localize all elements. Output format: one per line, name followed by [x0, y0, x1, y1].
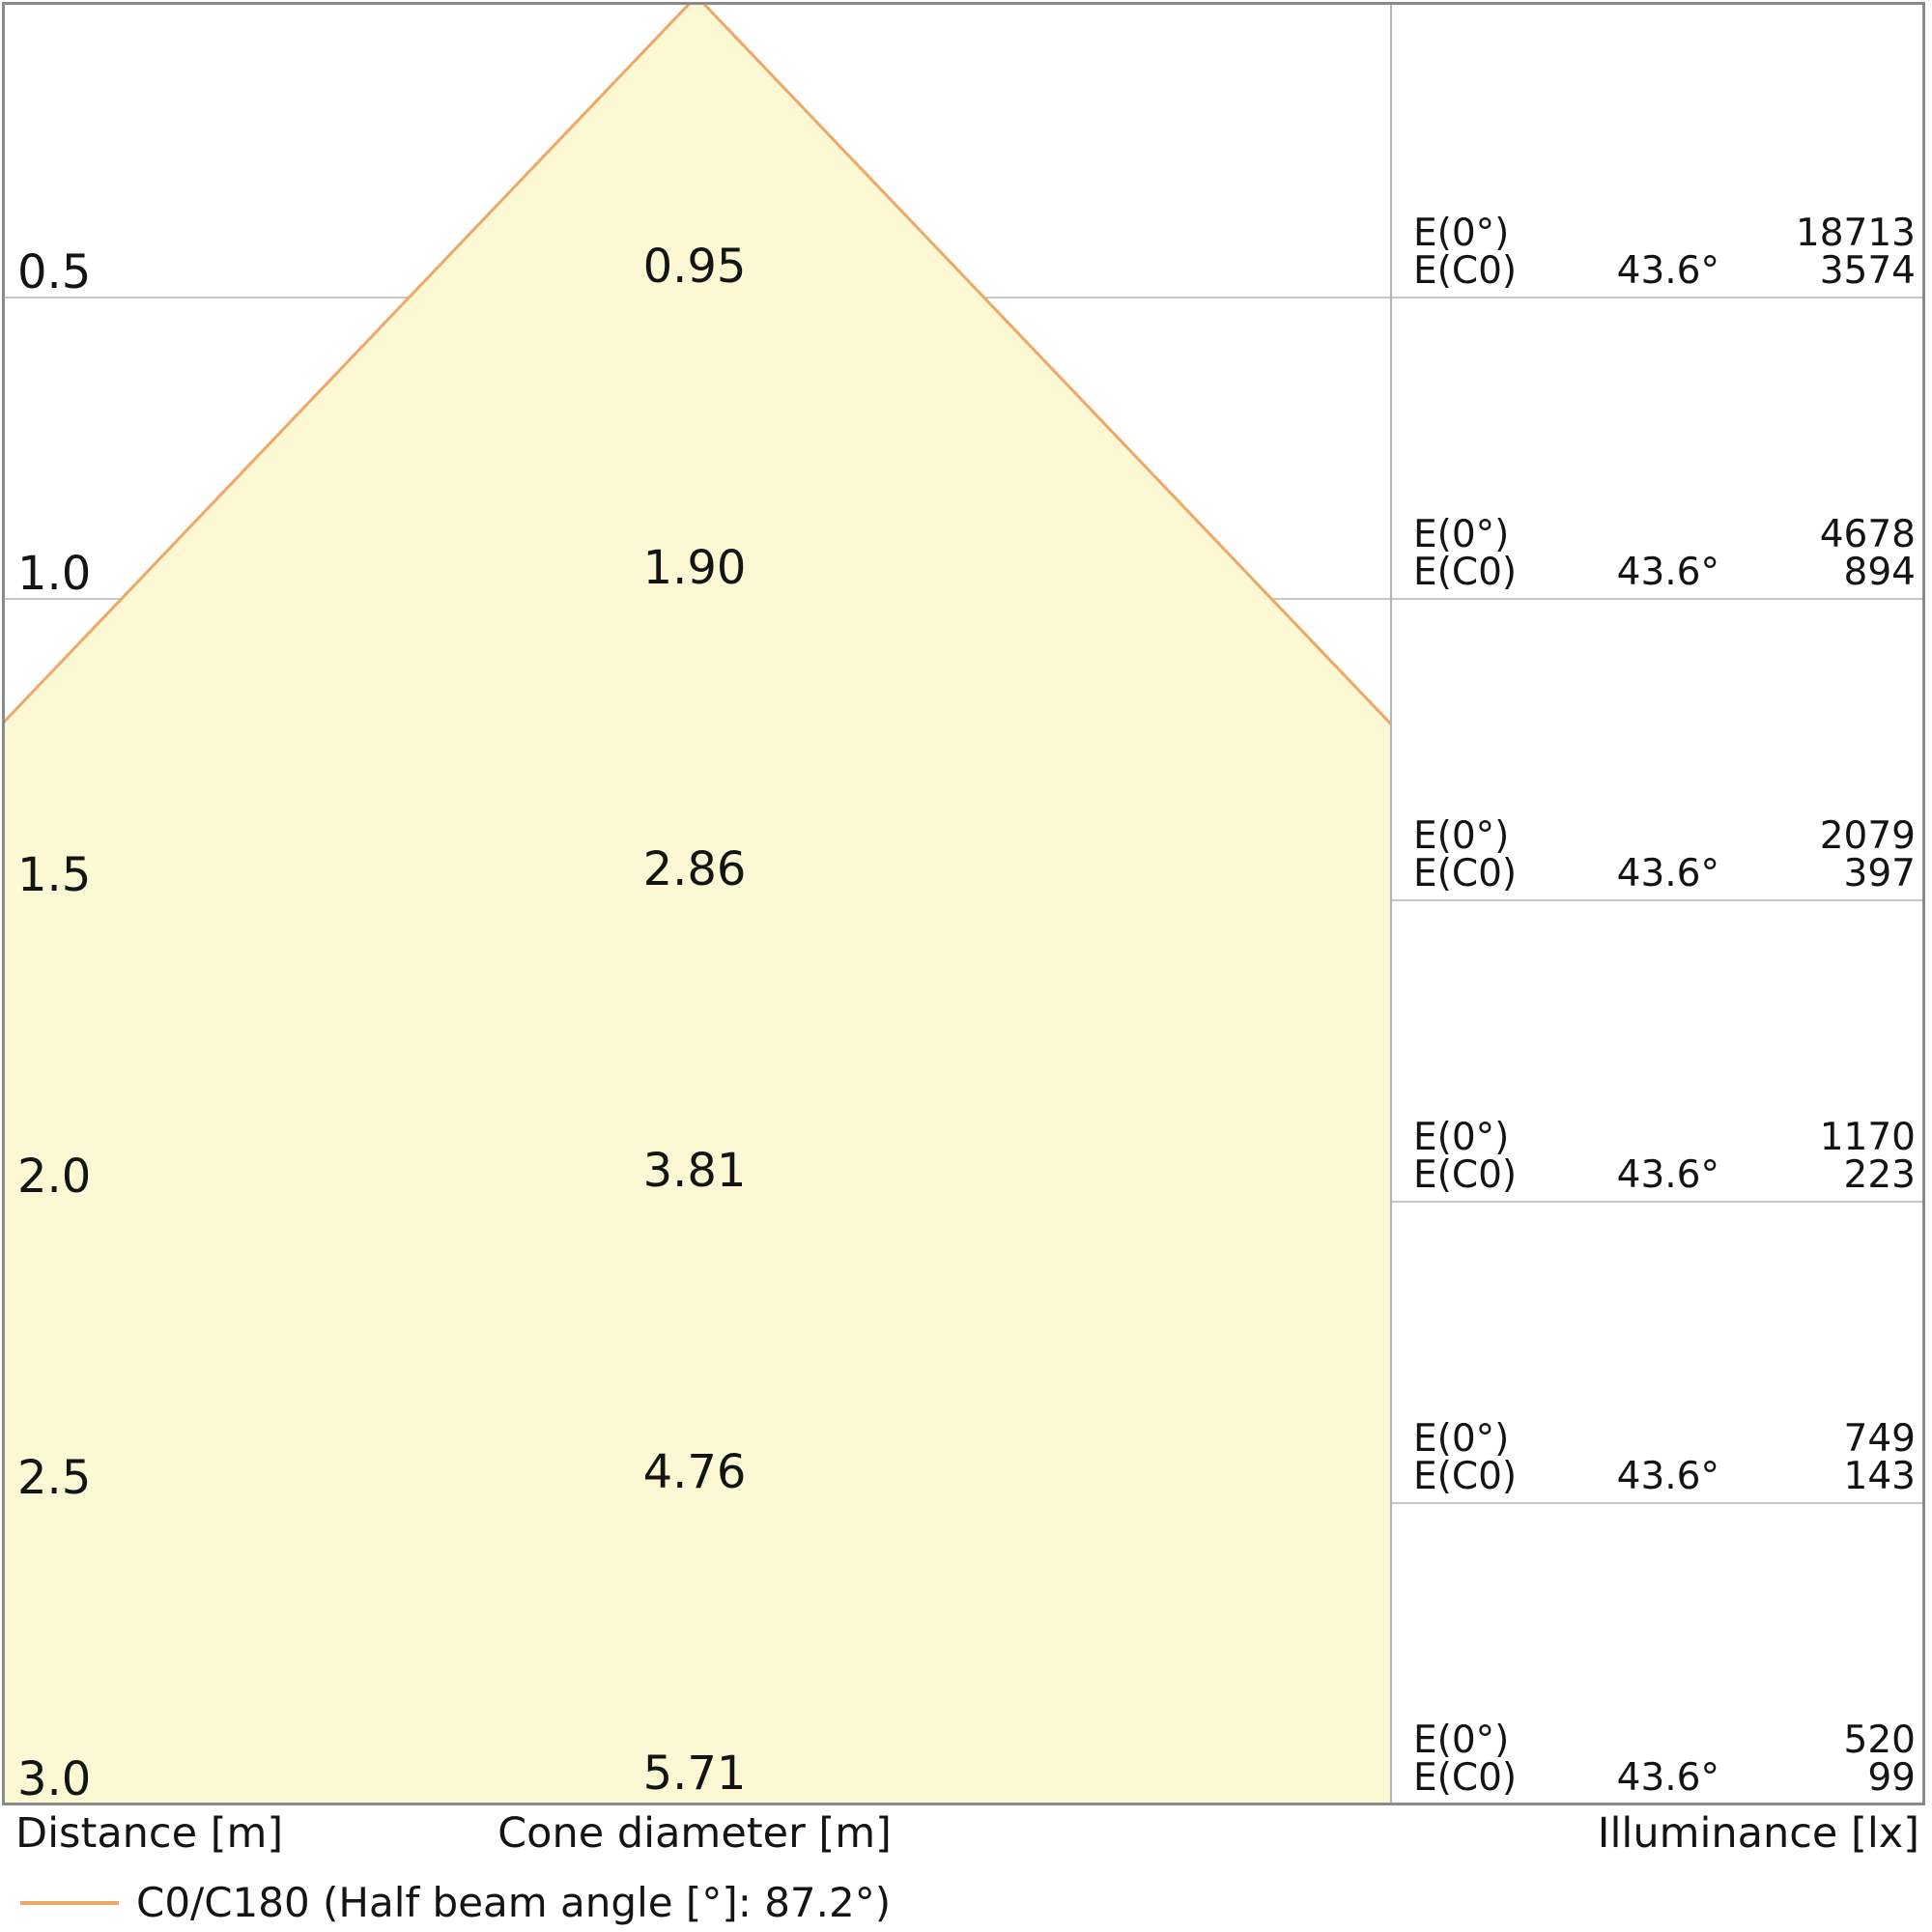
- e-row-values-line: 520: [1843, 1719, 1916, 1762]
- x-axis-label: Cone diameter [m]: [497, 1809, 892, 1858]
- cone-diameter-label-line: 3.81: [642, 1144, 747, 1198]
- distance-label: 2.5: [17, 1455, 91, 1501]
- e-row-values-line: 223: [1843, 1153, 1916, 1197]
- e-row-values-line: 143: [1843, 1455, 1916, 1498]
- e-row-values-line: 397: [1843, 852, 1916, 895]
- e-row-values: 4678 894: [1606, 516, 1916, 591]
- cone-diameter-label-line: 2.86: [642, 842, 747, 896]
- distance-label-line: 1.0: [17, 547, 92, 601]
- cone-diameter-label: 3.81: [643, 1148, 747, 1194]
- e-row-labels-line: E(C0): [1413, 852, 1518, 895]
- legend-label: C0/C180 (Half beam angle [°]: 87.2°): [136, 1879, 892, 1926]
- e-row-angle: 43.6°: [1410, 252, 1719, 290]
- distance-label-line: 0.5: [17, 245, 92, 299]
- e-row-values-line: 3574: [1819, 249, 1916, 293]
- e-row-angle-line: 43.6°: [1616, 1153, 1719, 1197]
- e-row-labels: E(0°) E(C0): [1413, 516, 1517, 591]
- cone-diameter-label-line: 0.95: [642, 240, 747, 294]
- e-row-labels: E(0°) E(C0): [1413, 1721, 1517, 1797]
- distance-label-line: 1.5: [17, 848, 92, 902]
- e-row-labels-line: E(0°): [1413, 1116, 1510, 1159]
- cone-diameter-label-line: 4.76: [642, 1445, 747, 1499]
- e-row-values: 520 99: [1606, 1721, 1916, 1797]
- distance-label-line: 3.0: [17, 1752, 92, 1806]
- illuminance-axis-label: Illuminance [lx]: [1597, 1809, 1919, 1858]
- chart-border: [2, 2, 1925, 1805]
- e-row-labels-line: E(0°): [1413, 814, 1510, 858]
- distance-label: 1.0: [17, 551, 91, 597]
- cone-beam-polygon: [4, 4, 1390, 1804]
- cone-diameter-label: 5.71: [643, 1750, 747, 1797]
- e-row-labels-line: E(C0): [1413, 551, 1518, 594]
- e-row-values: 18713 3574: [1606, 214, 1916, 290]
- e-row-labels-line: E(0°): [1413, 212, 1510, 255]
- e-row-values-line: 4678: [1819, 513, 1916, 556]
- e-row-labels-line: E(0°): [1413, 1417, 1510, 1461]
- e-row-labels-line: E(C0): [1413, 1756, 1518, 1800]
- distance-label-line: 2.0: [17, 1150, 92, 1204]
- e-row-angle-line: 43.6°: [1616, 1756, 1719, 1800]
- e-row-labels: E(0°) E(C0): [1413, 1420, 1517, 1495]
- e-row-labels-line: E(C0): [1413, 1153, 1518, 1197]
- e-row-angle: 43.6°: [1410, 855, 1719, 893]
- e-row-labels-line: E(C0): [1413, 249, 1518, 293]
- e-row-values: 749 143: [1606, 1420, 1916, 1495]
- e-row-values: 2079 397: [1606, 817, 1916, 893]
- e-row-labels: E(0°) E(C0): [1413, 214, 1517, 290]
- e-row-angle-line: 43.6°: [1616, 551, 1719, 594]
- e-row-angle-line: 43.6°: [1616, 249, 1719, 293]
- e-row-labels: E(0°) E(C0): [1413, 817, 1517, 893]
- cone-diameter-label-line: 5.71: [642, 1747, 747, 1801]
- cone-diameter-label: 2.86: [643, 846, 747, 893]
- e-row-angle: 43.6°: [1410, 1458, 1719, 1495]
- cone-diameter-label: 1.90: [643, 545, 747, 591]
- e-row-labels-line: E(0°): [1413, 1719, 1510, 1762]
- distance-label-line: 2.5: [17, 1451, 92, 1505]
- e-row-values-line: 2079: [1819, 814, 1916, 858]
- e-row-labels-line: E(C0): [1413, 1455, 1518, 1498]
- e-row-angle: 43.6°: [1410, 1759, 1719, 1797]
- e-row-labels: E(0°) E(C0): [1413, 1119, 1517, 1194]
- distance-label: 2.0: [17, 1153, 91, 1200]
- e-row-values-line: 99: [1867, 1756, 1916, 1800]
- y-axis-label: Distance [m]: [15, 1809, 284, 1858]
- e-row-values-line: 18713: [1795, 212, 1916, 255]
- e-row-values: 1170 223: [1606, 1119, 1916, 1194]
- distance-label: 3.0: [17, 1756, 91, 1803]
- e-row-values-line: 749: [1843, 1417, 1916, 1461]
- e-row-angle: 43.6°: [1410, 554, 1719, 591]
- cone-diameter-label: 4.76: [643, 1449, 747, 1495]
- e-row-angle: 43.6°: [1410, 1156, 1719, 1194]
- e-row-angle-line: 43.6°: [1616, 1455, 1719, 1498]
- e-row-values-line: 1170: [1819, 1116, 1916, 1159]
- cone-diameter-label: 0.95: [643, 243, 747, 290]
- e-row-angle-line: 43.6°: [1616, 852, 1719, 895]
- e-row-values-line: 894: [1843, 551, 1916, 594]
- e-row-labels-line: E(0°): [1413, 513, 1510, 556]
- distance-label: 1.5: [17, 852, 91, 898]
- cone-diameter-label-line: 1.90: [642, 541, 747, 595]
- distance-label: 0.5: [17, 249, 91, 296]
